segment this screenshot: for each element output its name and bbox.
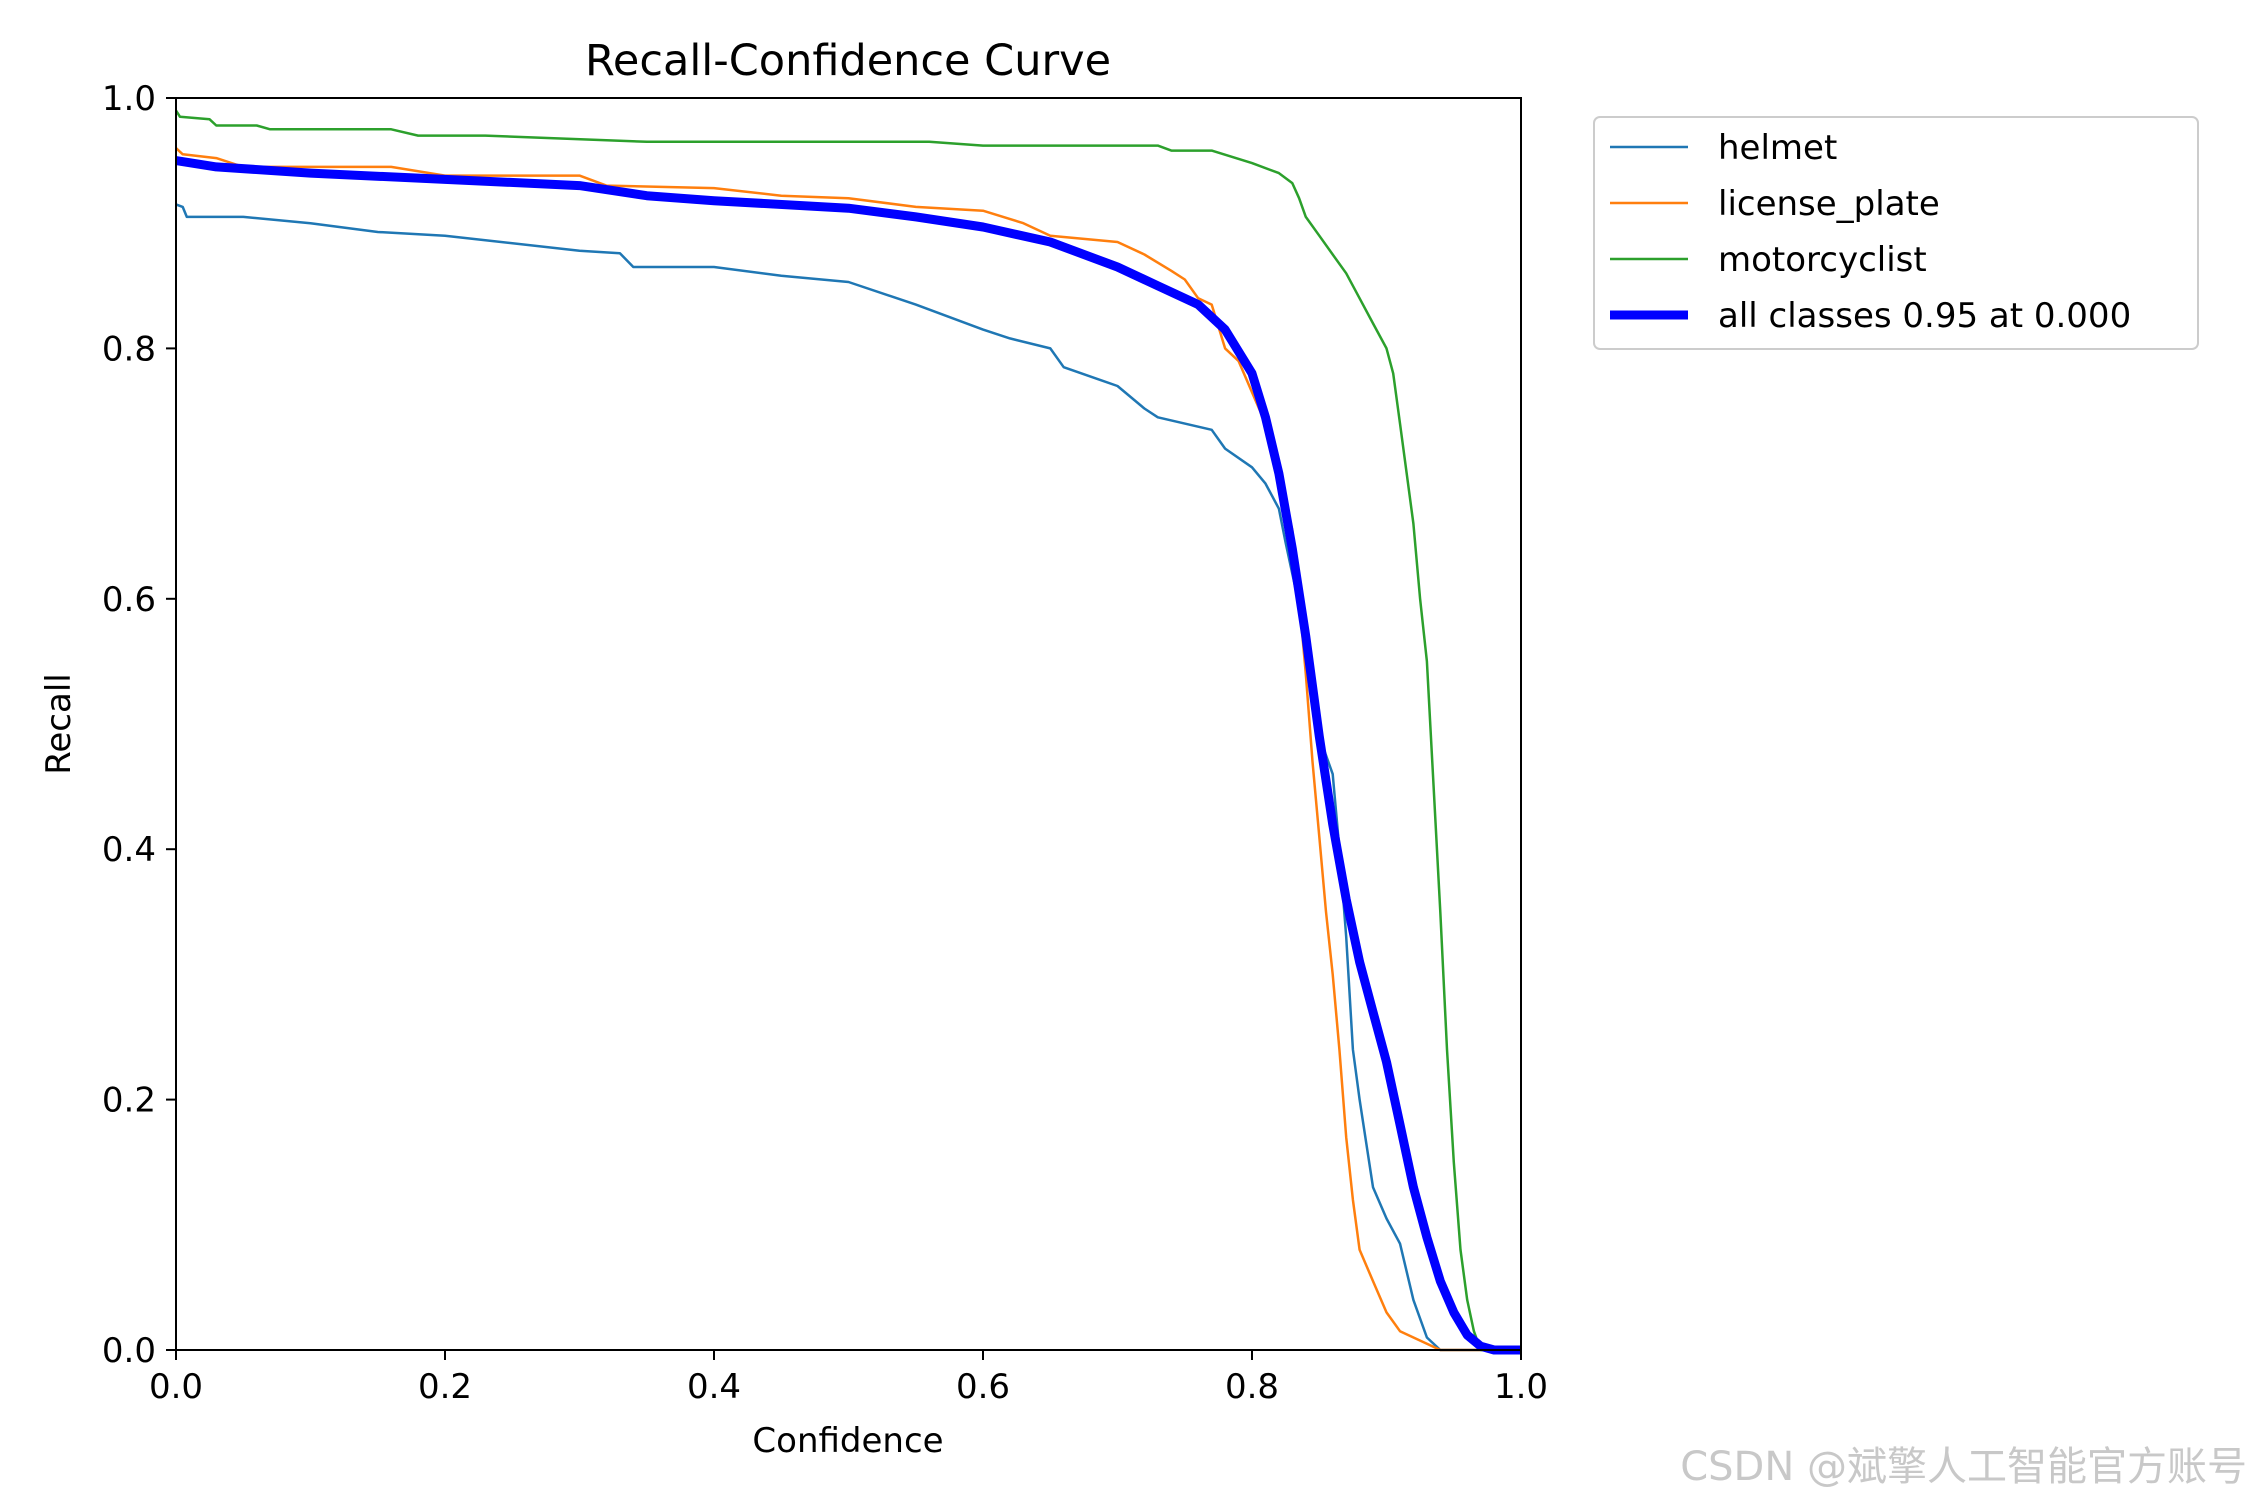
y-axis-ticks: 0.0 0.2 0.4 0.6 0.8 1.0 bbox=[102, 79, 176, 1371]
watermark: CSDN @斌擎人工智能官方账号 bbox=[1680, 1444, 2247, 1490]
chart-title: Recall-Confidence Curve bbox=[585, 36, 1111, 86]
y-tick-label: 1.0 bbox=[102, 79, 156, 119]
x-axis-title: Confidence bbox=[752, 1421, 943, 1461]
x-tick-label: 0.0 bbox=[149, 1367, 203, 1407]
legend-items: helmet license_plate motorcyclist all class… bbox=[1610, 128, 2131, 336]
legend-label: motorcyclist bbox=[1718, 240, 1927, 280]
y-axis-title: Recall bbox=[39, 673, 79, 774]
x-tick-label: 0.2 bbox=[418, 1367, 472, 1407]
series-line-0 bbox=[175, 203, 1521, 1352]
plot-frame bbox=[175, 97, 1522, 1351]
series-line-3 bbox=[175, 156, 1521, 1355]
series-line-2 bbox=[174, 109, 1521, 1352]
y-tick-label: 0.4 bbox=[102, 830, 156, 870]
legend-label: license_plate bbox=[1718, 184, 1940, 224]
legend-label: helmet bbox=[1718, 128, 1837, 168]
x-tick-label: 0.6 bbox=[956, 1367, 1010, 1407]
y-tick-label: 0.6 bbox=[102, 580, 156, 620]
y-tick-label: 0.0 bbox=[102, 1331, 156, 1371]
x-tick-label: 1.0 bbox=[1494, 1367, 1548, 1407]
x-axis-ticks: 0.0 0.2 0.4 0.6 0.8 1.0 bbox=[149, 1350, 1548, 1407]
legend: helmet license_plate motorcyclist all class… bbox=[1593, 116, 2199, 350]
y-tick-label: 0.8 bbox=[102, 329, 156, 369]
plot-series bbox=[174, 109, 1521, 1355]
x-tick-label: 0.8 bbox=[1225, 1367, 1279, 1407]
legend-frame bbox=[1593, 116, 2199, 350]
legend-label: all classes 0.95 at 0.000 bbox=[1718, 296, 2131, 336]
y-tick-label: 0.2 bbox=[102, 1081, 156, 1121]
x-tick-label: 0.4 bbox=[687, 1367, 741, 1407]
